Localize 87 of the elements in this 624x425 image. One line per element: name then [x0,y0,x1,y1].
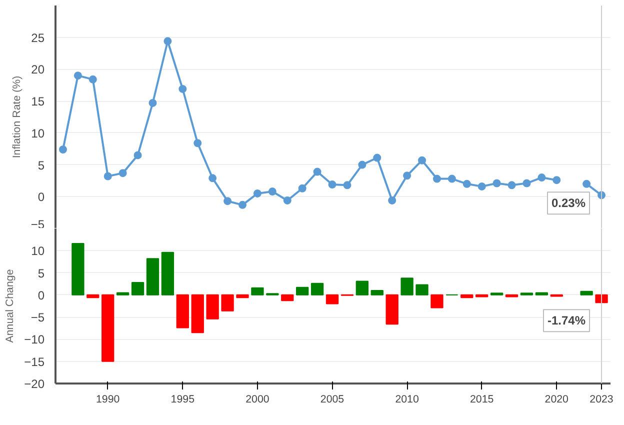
y-tick-label: 10 [31,126,45,140]
bar [221,294,234,312]
y-tick-label: 10 [31,244,45,258]
point [358,160,366,169]
point [328,180,336,189]
bar [400,278,414,296]
point [418,156,426,164]
bar [102,294,114,362]
bar [386,294,398,325]
point [283,196,292,204]
annotation: 0.23% [552,196,586,210]
bar [356,280,369,296]
point [552,176,561,184]
point [104,172,112,180]
x-tick-label: 2023 [590,394,614,406]
y-tick-label: 0 [38,288,45,302]
point [224,197,232,206]
y-tick-label: 5 [38,266,45,280]
bar [206,294,219,320]
bar [370,290,384,296]
x-tick-label: 2005 [320,394,344,406]
point [238,200,246,209]
bar [281,294,294,302]
point [478,182,486,190]
point [462,180,471,188]
x-tick-label: 2010 [395,394,419,406]
bar [176,294,189,328]
point [522,179,531,188]
bar [535,292,548,296]
point [448,174,456,183]
point [178,84,187,93]
x-tick-label: 2015 [470,394,494,406]
y-tick-label: −20 [24,377,45,391]
point [403,172,412,180]
y-tick-label: −15 [24,354,45,369]
bar [430,294,444,308]
point [388,196,396,204]
point [194,139,202,148]
y-tick-label: 5 [38,158,45,172]
bar [72,243,84,296]
y-tick-label: 25 [31,30,45,45]
point [164,37,172,46]
point [508,181,516,190]
point [313,168,322,176]
point [492,179,501,188]
bar [251,287,264,296]
x-tick-label: 1995 [170,394,195,406]
bar [161,252,174,296]
point [373,154,382,162]
y-tick-label: 20 [31,62,45,77]
bar [310,282,324,296]
point [134,151,142,160]
point [208,174,217,182]
point [432,174,441,183]
point [582,180,591,188]
x-tick-label: 1990 [96,394,120,406]
bar [131,282,144,296]
bar [86,294,100,298]
point [538,174,546,182]
bar [580,290,593,296]
point [343,181,352,190]
bar [296,286,309,296]
bar [326,294,339,304]
y-tick-label: 15 [31,94,45,109]
point [74,72,82,80]
bar [416,284,428,296]
bar [146,258,160,296]
point [253,189,262,198]
point [58,146,67,154]
y-axis-title: Annual Change [4,269,16,343]
point [298,184,306,192]
bar [460,294,474,298]
x-tick-label: 2020 [544,394,569,406]
y-axis-title: Inflation Rate (%) [10,76,23,158]
bar [116,292,130,296]
bar [191,294,204,334]
bar [236,294,249,298]
point [148,98,157,107]
point [88,75,97,84]
x-tick-label: 2000 [246,394,270,406]
y-tick-label: 0 [38,190,45,204]
point [268,188,276,196]
y-tick-label: −5 [30,310,45,325]
y-tick-label: −10 [24,332,45,347]
annotation: -1.74% [548,314,586,328]
bar [595,294,608,304]
point [118,169,127,178]
